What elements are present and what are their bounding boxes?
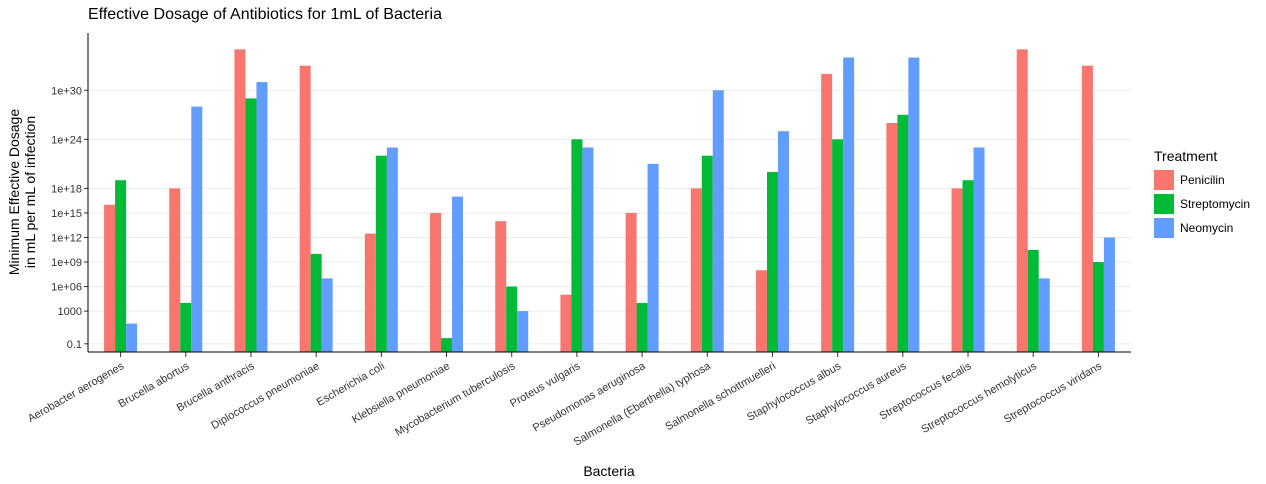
y-tick-label: 1000 (58, 306, 82, 318)
bar-neomycin-brucella-anthracis (256, 82, 268, 353)
bar-streptomycin-proteus-vulgaris (571, 139, 583, 352)
legend-title: Treatment (1154, 148, 1218, 164)
bar-streptomycin-brucella-abortus (180, 302, 192, 352)
legend-swatch-streptomycin (1154, 194, 1174, 214)
y-axis-label-line2: in mL per mL of infection (22, 116, 38, 268)
legend-item-neomycin: Neomycin (1154, 216, 1250, 240)
bar-neomycin-mycobacterium-tuberculosis (517, 311, 529, 352)
bar-neomycin-staphylococcus-albus (843, 57, 855, 353)
bar-streptomycin-brucella-anthracis (245, 98, 257, 352)
bar-streptomycin-salmonella-eberthella-typhosa (701, 155, 713, 352)
y-tick-label: 1e+15 (51, 208, 82, 220)
bar-neomycin-streptococcus-fecalis (973, 147, 985, 352)
bar-penicilin-staphylococcus-albus (821, 73, 833, 353)
bar-neomycin-pseudomonas-aeruginosa (647, 163, 659, 352)
bar-penicilin-escherichia-coli (364, 233, 376, 352)
bar-streptomycin-streptococcus-viridans (1092, 262, 1104, 352)
legend-swatch-neomycin (1154, 218, 1174, 238)
bar-penicilin-brucella-abortus (169, 188, 181, 352)
legend-item-streptomycin: Streptomycin (1154, 192, 1250, 216)
bar-neomycin-klebsiella-pneumoniae (452, 196, 464, 352)
x-tick-label: Mycobacterium tuberculosis (393, 360, 517, 439)
bar-streptomycin-streptococcus-fecalis (962, 180, 974, 352)
bar-penicilin-klebsiella-pneumoniae (430, 212, 442, 352)
bar-penicilin-salmonella-schottmuelleri (755, 270, 767, 352)
bar-streptomycin-salmonella-schottmuelleri (766, 172, 778, 352)
x-tick-label: Diplococcus pneumoniae (209, 360, 321, 432)
bar-neomycin-staphylococcus-aureus (908, 57, 920, 353)
legend-label-streptomycin: Streptomycin (1180, 197, 1251, 211)
y-axis-label-line1: Minimum Effective Dosage (6, 109, 22, 275)
x-tick-label: Salmonella schottmuelleri (663, 360, 778, 433)
bar-neomycin-salmonella-eberthella-typhosa (712, 90, 724, 352)
y-tick-label: 1e+12 (51, 232, 82, 244)
bar-streptomycin-escherichia-coli (375, 155, 387, 352)
legend-label-penicilin: Penicilin (1180, 173, 1225, 187)
x-tick-label: Streptococcus hemolyticus (919, 360, 1039, 436)
bar-streptomycin-streptococcus-hemolyticus (1027, 249, 1039, 352)
bar-neomycin-escherichia-coli (386, 147, 398, 352)
y-tick-label: 1e+18 (51, 183, 82, 195)
x-axis-label: Bacteria (583, 463, 635, 479)
bar-penicilin-pseudomonas-aeruginosa (625, 212, 637, 352)
bar-streptomycin-staphylococcus-aureus (897, 114, 909, 353)
bar-neomycin-streptococcus-viridans (1103, 237, 1115, 352)
legend-swatch-penicilin (1154, 170, 1174, 190)
bar-penicilin-brucella-anthracis (234, 49, 246, 352)
bar-penicilin-mycobacterium-tuberculosis (495, 221, 507, 352)
bar-penicilin-salmonella-eberthella-typhosa (690, 188, 702, 352)
bar-penicilin-proteus-vulgaris (560, 294, 572, 352)
bar-neomycin-salmonella-schottmuelleri (777, 131, 789, 352)
y-tick-label: 1e+24 (51, 134, 82, 146)
axes (84, 33, 1131, 357)
bar-neomycin-brucella-abortus (191, 106, 203, 352)
x-tick-label: Pseudomonas aeruginosa (531, 360, 648, 435)
bar-streptomycin-mycobacterium-tuberculosis (506, 286, 518, 352)
bars (104, 49, 1115, 353)
bar-streptomycin-klebsiella-pneumoniae (441, 338, 453, 352)
legend-label-neomycin: Neomycin (1180, 221, 1234, 235)
bar-penicilin-diplococcus-pneumoniae (299, 65, 311, 352)
legend: Treatment Penicilin Streptomycin Neomyci… (1154, 148, 1250, 240)
bar-streptomycin-pseudomonas-aeruginosa (636, 302, 648, 352)
y-tick-label: 0.1 (67, 339, 82, 351)
bar-neomycin-proteus-vulgaris (582, 147, 594, 352)
bar-penicilin-streptococcus-hemolyticus (1016, 49, 1028, 352)
chart-title: Effective Dosage of Antibiotics for 1mL … (88, 6, 442, 23)
bar-streptomycin-diplococcus-pneumoniae (310, 253, 322, 352)
y-tick-label: 1e+09 (51, 257, 82, 269)
bar-streptomycin-aerobacter-aerogenes (115, 180, 127, 352)
bar-penicilin-streptococcus-viridans (1081, 65, 1093, 352)
bar-penicilin-staphylococcus-aureus (886, 122, 898, 352)
y-tick-label: 1e+30 (51, 85, 82, 97)
bar-neomycin-diplococcus-pneumoniae (321, 278, 333, 352)
legend-item-penicilin: Penicilin (1154, 168, 1250, 192)
y-tick-labels: 0.1 1000 1e+06 1e+09 1e+12 1e+15 1e+18 1e+24 1e+… (51, 85, 82, 351)
bar-streptomycin-staphylococcus-albus (832, 139, 844, 352)
bar-penicilin-streptococcus-fecalis (951, 188, 963, 352)
x-tick-label: Aerobacter aerogenes (26, 360, 127, 425)
y-tick-label: 1e+06 (51, 282, 82, 294)
bar-penicilin-aerobacter-aerogenes (104, 204, 116, 352)
bar-neomycin-aerobacter-aerogenes (126, 323, 138, 352)
bar-neomycin-streptococcus-hemolyticus (1038, 278, 1050, 352)
